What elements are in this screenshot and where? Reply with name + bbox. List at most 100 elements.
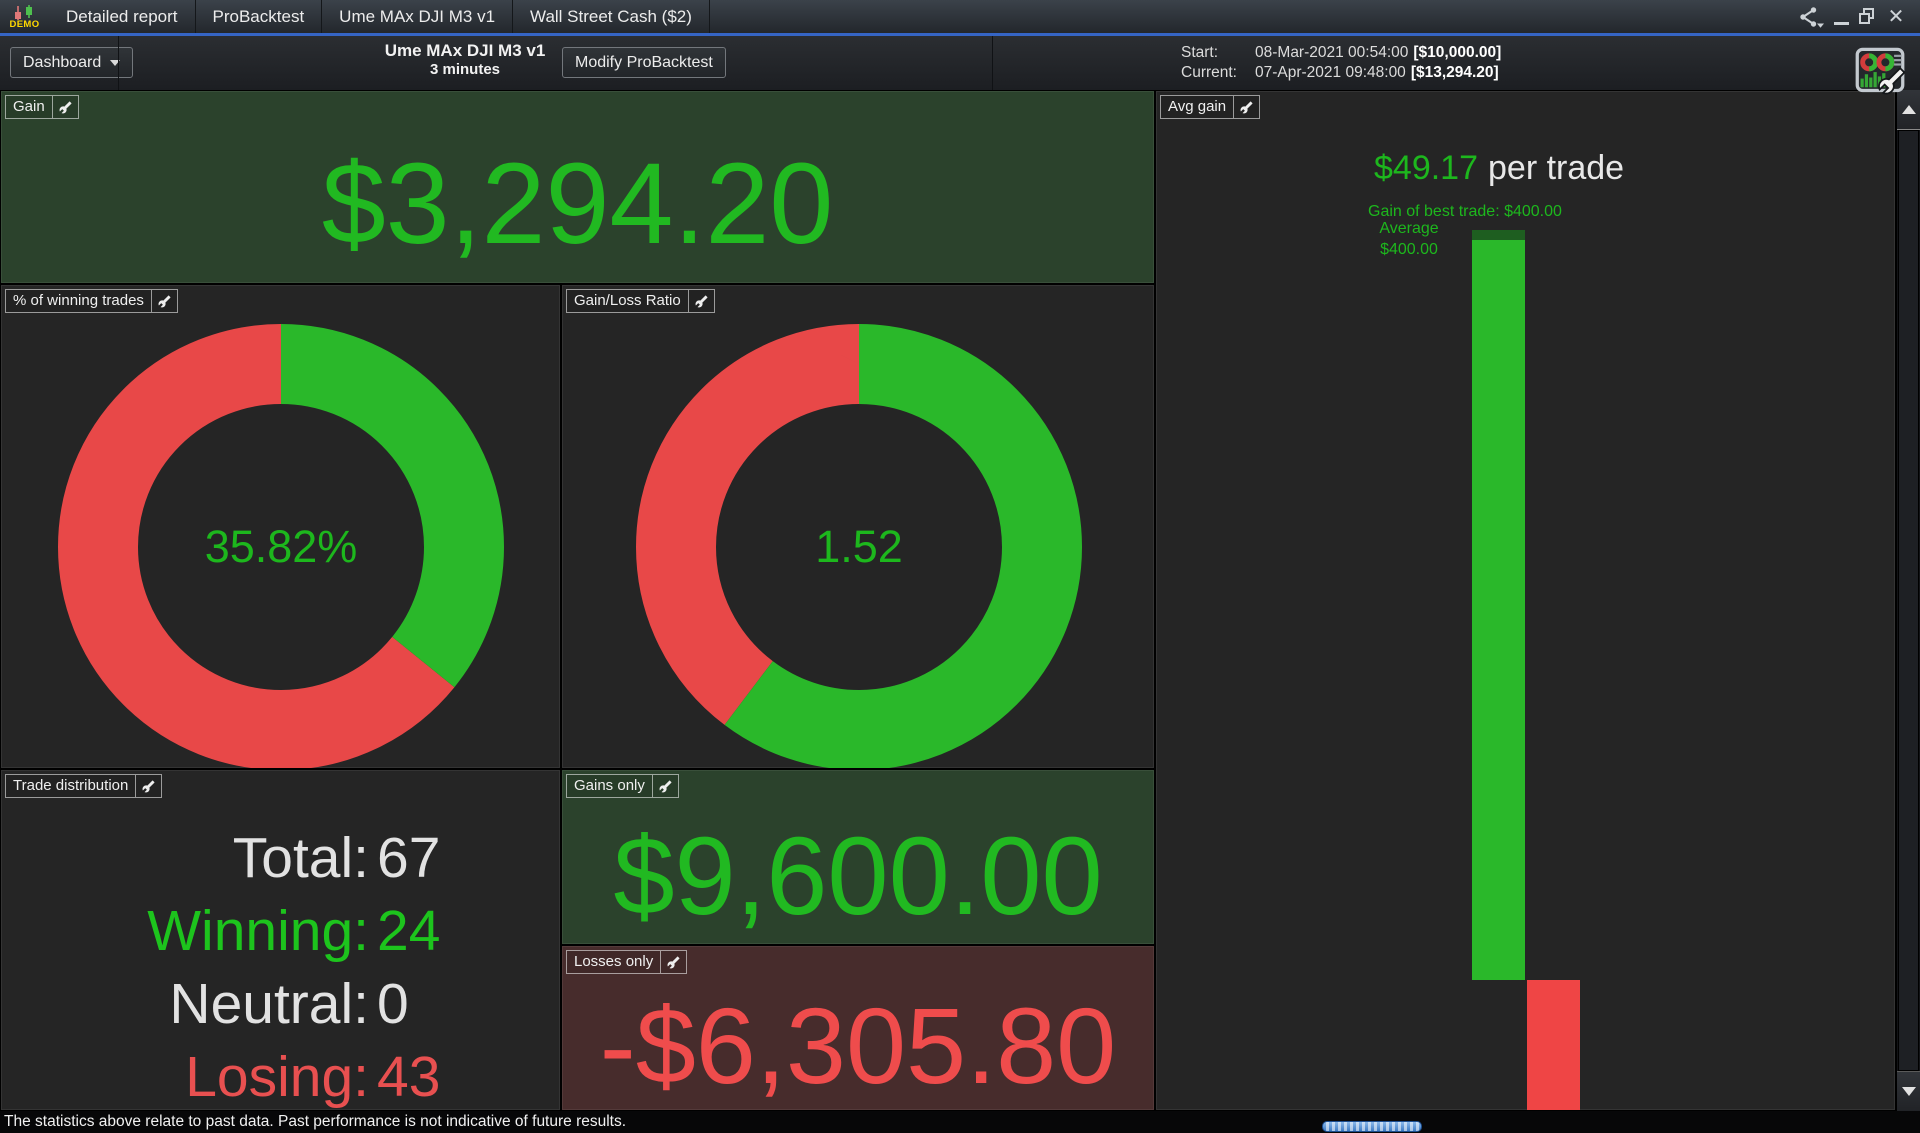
losses-bar (1527, 980, 1580, 1110)
close-button[interactable]: ✕ (1882, 4, 1910, 30)
current-datetime: 07-Apr-2021 09:48:00 (1255, 64, 1406, 81)
best-trade-annotation: Gain of best trade: $400.00 (1368, 203, 1562, 220)
losses-only-value: -$6,305.80 (599, 985, 1117, 1106)
wrench-icon[interactable] (660, 951, 686, 973)
dashboard-menu-label: Dashboard (23, 53, 102, 71)
total-value: 67 (377, 826, 441, 890)
modify-probacktest-button[interactable]: Modify ProBacktest (562, 47, 726, 78)
minimize-button[interactable] (1828, 4, 1854, 30)
candlestick-icon (14, 5, 32, 20)
losing-trades-row: Losing: 43 (1, 1041, 560, 1110)
gain-loss-ratio-panel-header: Gain/Loss Ratio (566, 289, 715, 313)
avg-gain-suffix: per trade (1488, 149, 1625, 187)
winning-trades-row: Winning: 24 (1, 895, 560, 968)
neutral-value: 0 (377, 972, 409, 1036)
close-icon: ✕ (1887, 5, 1905, 28)
titlebar: DEMO Detailed report ProBacktest Ume MAx… (0, 0, 1920, 33)
gain-panel-header: Gain (5, 95, 79, 119)
session-start-row: Start: 08-Mar-2021 00:54:00 [$10,000.00] (1181, 43, 1501, 63)
tab-label: ProBacktest (212, 6, 305, 26)
strategy-title: Ume MAx DJI M3 v1 3 minutes (330, 40, 600, 79)
gain-loss-ratio-panel-title: Gain/Loss Ratio (574, 292, 681, 309)
dashboard-settings-icon (1855, 47, 1905, 94)
strategy-timeframe: 3 minutes (429, 61, 501, 78)
gain-loss-ratio-panel: Gain/Loss Ratio 1.52 (561, 284, 1155, 769)
losing-value: 43 (377, 1045, 441, 1109)
wrench-icon[interactable] (687, 290, 714, 312)
restore-button[interactable] (1854, 4, 1882, 30)
titlebar-accent-line (0, 33, 1920, 36)
start-amount: [$10,000.00] (1413, 44, 1502, 61)
winning-trades-value: 35.82% (204, 521, 358, 572)
gain-panel: Gain $3,294.20 (0, 90, 1155, 284)
session-current-row: Current: 07-Apr-2021 09:48:00 [$13,294.20] (1181, 63, 1501, 83)
gain-value: $3,294.20 (321, 140, 834, 268)
average-label: Average (1379, 220, 1439, 237)
trade-distribution-panel: Trade distribution Total: 67 Winning: 24 N… (0, 769, 561, 1111)
vertical-scrollbar[interactable] (1896, 90, 1920, 1111)
toolbar: Dashboard Ume MAx DJI M3 v1 3 minutes Mo… (0, 36, 1920, 94)
gain-panel-title: Gain (13, 98, 45, 115)
gain-loss-ratio-value: 1.52 (815, 521, 903, 572)
strategy-name: Ume MAx DJI M3 v1 (384, 41, 546, 60)
average-value: $400.00 (1380, 241, 1438, 258)
start-datetime: 08-Mar-2021 00:54:00 (1255, 44, 1409, 61)
dashboard-settings-button[interactable] (1853, 44, 1907, 100)
total-trades-row: Total: 67 (1, 822, 560, 895)
tab-instrument[interactable]: Wall Street Cash ($2) (513, 0, 710, 33)
gains-bar (1472, 230, 1525, 980)
dashboard-menu-button[interactable]: Dashboard (10, 47, 134, 78)
wrench-icon[interactable] (135, 775, 161, 797)
neutral-label: Neutral: (169, 972, 369, 1036)
avg-gain-panel-title: Avg gain (1168, 98, 1227, 115)
losing-label: Losing: (185, 1045, 369, 1109)
winning-value: 24 (377, 899, 441, 963)
vertical-scrollbar-track[interactable] (1897, 130, 1920, 1071)
winning-trades-donut-chart (58, 324, 504, 768)
share-icon (1799, 6, 1824, 28)
avg-gain-value: $49.17 (1374, 149, 1478, 187)
wrench-icon[interactable] (150, 290, 177, 312)
wrench-icon[interactable] (51, 96, 78, 118)
avg-gain-panel-header: Avg gain (1160, 95, 1261, 119)
tab-label: Ume MAx DJI M3 v1 (339, 6, 496, 26)
session-info: Start: 08-Mar-2021 00:54:00 [$10,000.00] C… (1181, 43, 1501, 83)
scroll-up-button[interactable] (1897, 90, 1920, 130)
minimize-icon (1833, 21, 1849, 25)
tab-detailed-report[interactable]: Detailed report (49, 0, 196, 33)
tab-strategy[interactable]: Ume MAx DJI M3 v1 (322, 0, 514, 33)
winning-trades-panel-header: % of winning trades (5, 289, 178, 313)
tab-label: Detailed report (66, 6, 178, 26)
demo-logo: DEMO (0, 0, 49, 33)
scroll-down-button[interactable] (1897, 1071, 1920, 1111)
total-label: Total: (232, 826, 369, 890)
gains-only-value: $9,600.00 (613, 815, 1103, 938)
tab-probacktest[interactable]: ProBacktest (196, 0, 323, 33)
scroll-up-icon (1901, 105, 1916, 114)
winning-label: Winning: (147, 899, 369, 963)
chevron-down-icon (110, 59, 121, 66)
disclaimer-text: The statistics above relate to past data… (4, 1113, 627, 1130)
gains-only-panel-title: Gains only (574, 777, 645, 794)
toolbar-separator (118, 36, 119, 90)
demo-label: DEMO (9, 19, 40, 30)
gains-only-panel-header: Gains only (566, 774, 679, 798)
wrench-icon[interactable] (1233, 96, 1259, 118)
trade-distribution-panel-title: Trade distribution (13, 777, 129, 794)
start-label: Start: (1181, 44, 1219, 61)
winning-trades-panel: % of winning trades 35.82% (0, 284, 561, 769)
neutral-trades-row: Neutral: 0 (1, 968, 560, 1041)
avg-gain-panel: Avg gain $49.17 per trade Gain of best tr… (1155, 90, 1896, 1111)
winning-trades-panel-title: % of winning trades (13, 292, 144, 309)
trade-distribution-rows: Total: 67 Winning: 24 Neutral: 0 Losing: 43 (1, 822, 560, 1110)
current-label: Current: (1181, 64, 1237, 81)
wrench-icon[interactable] (651, 775, 678, 797)
horizontal-scrollbar-thumb[interactable] (1322, 1121, 1422, 1132)
vertical-scrollbar-thumb[interactable] (1898, 130, 1919, 1071)
trade-distribution-panel-header: Trade distribution (5, 774, 163, 798)
current-amount: [$13,294.20] (1410, 64, 1499, 81)
losses-only-panel-title: Losses only (574, 953, 654, 970)
share-button[interactable] (1794, 4, 1828, 30)
tab-label: Wall Street Cash ($2) (530, 6, 692, 26)
